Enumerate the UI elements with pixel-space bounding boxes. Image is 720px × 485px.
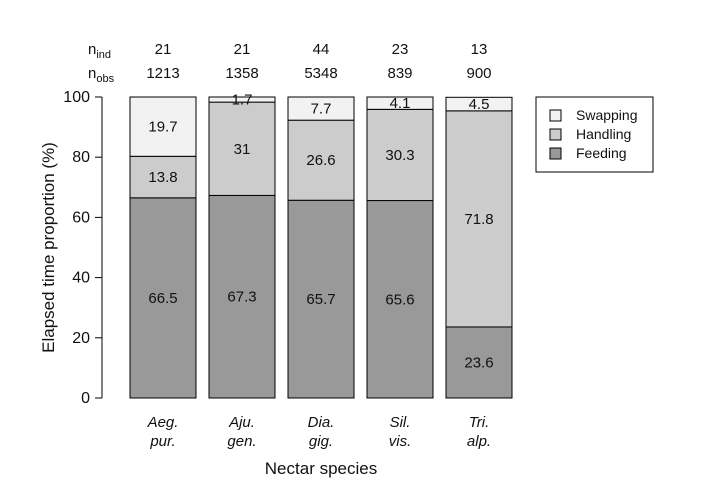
x-tick-label: Tri. — [469, 414, 490, 431]
header-count: 44 — [313, 41, 330, 58]
data-label: 23.6 — [464, 354, 493, 371]
data-label: 67.3 — [227, 289, 256, 306]
data-label: 65.6 — [385, 291, 414, 308]
header-row-label: nind — [88, 41, 111, 61]
data-label: 13.8 — [148, 169, 177, 186]
x-tick-label: Aeg. — [147, 414, 179, 431]
header-count: 21 — [155, 41, 172, 58]
header-count: 23 — [392, 41, 409, 58]
legend-swatch-handling — [549, 128, 562, 141]
data-label: 66.5 — [148, 290, 177, 307]
data-label: 19.7 — [148, 119, 177, 136]
y-tick-label: 40 — [72, 270, 90, 287]
x-tick-label: pur. — [149, 433, 175, 450]
bar-segment-handling — [445, 110, 513, 328]
header-count: 1358 — [225, 65, 258, 82]
header-count: 21 — [234, 41, 251, 58]
data-label: 4.1 — [390, 95, 411, 112]
bar-segment-swapping — [208, 96, 276, 103]
x-tick-label: vis. — [389, 433, 412, 450]
data-label: 7.7 — [311, 101, 332, 118]
data-label: 4.5 — [469, 96, 490, 113]
bar-segment-swapping — [129, 96, 197, 157]
x-tick-label: Dia. — [308, 414, 335, 431]
header-row-label: nobs — [88, 65, 115, 85]
y-axis-title: Elapsed time proportion (%) — [39, 142, 58, 353]
header-row-label-main: n — [88, 65, 96, 82]
bar-segment-feeding — [129, 197, 197, 399]
header-row-label-sub: obs — [96, 73, 114, 85]
legend-swatch-feeding — [549, 147, 562, 160]
bar-segment-feeding — [208, 194, 276, 399]
legend-label: Swapping — [576, 107, 638, 123]
legend-label: Handling — [576, 126, 631, 142]
x-tick-label: gen. — [227, 433, 256, 450]
header-count: 5348 — [304, 65, 337, 82]
data-label: 30.3 — [385, 147, 414, 164]
header-count: 1213 — [146, 65, 179, 82]
y-tick-label: 20 — [72, 330, 90, 347]
bar-segment-feeding — [287, 199, 355, 399]
header-count: 13 — [471, 41, 488, 58]
bar-segment-swapping — [366, 96, 434, 110]
bar-segment-feeding — [366, 200, 434, 399]
bar-segment-handling — [287, 119, 355, 201]
data-label: 71.8 — [464, 211, 493, 228]
bar-segment-swapping — [445, 96, 513, 112]
legend-swatch-swapping — [549, 109, 562, 122]
x-axis-title: Nectar species — [265, 459, 377, 478]
bar-segment-feeding — [445, 326, 513, 399]
bar-segment-handling — [208, 101, 276, 196]
data-label: 65.7 — [306, 291, 335, 308]
header-row-label-main: n — [88, 41, 96, 58]
x-tick-label: Aju. — [228, 414, 255, 431]
bar-segment-handling — [129, 155, 197, 199]
y-tick-label: 60 — [72, 209, 90, 226]
header-count: 900 — [466, 65, 491, 82]
x-tick-label: Sil. — [390, 414, 411, 431]
data-label: 1.7 — [232, 92, 253, 109]
y-tick-label: 0 — [81, 390, 90, 407]
header-count: 839 — [387, 65, 412, 82]
x-tick-label: alp. — [467, 433, 491, 450]
y-tick-label: 80 — [72, 149, 90, 166]
bar-segment-swapping — [287, 96, 355, 121]
y-tick-label: 100 — [63, 89, 90, 106]
header-row-label-sub: ind — [96, 49, 111, 61]
legend-label: Feeding — [576, 145, 627, 161]
data-label: 31 — [234, 141, 251, 158]
data-label: 26.6 — [306, 152, 335, 169]
x-tick-label: gig. — [309, 433, 333, 450]
bar-segment-handling — [366, 108, 434, 202]
